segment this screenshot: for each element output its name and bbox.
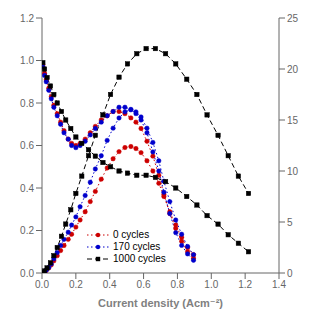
svg-text:0.6: 0.6	[20, 140, 34, 151]
svg-text:15: 15	[287, 115, 299, 126]
svg-text:20: 20	[287, 64, 299, 75]
html-text:170 cycles: 170 cycles	[113, 241, 161, 253]
svg-text:0.2: 0.2	[69, 279, 83, 290]
svg-text:0.8: 0.8	[170, 279, 184, 290]
svg-text:1.2: 1.2	[20, 13, 34, 24]
svg-text:0: 0	[287, 268, 293, 279]
svg-text:1.2: 1.2	[238, 279, 252, 290]
svg-text:0.6: 0.6	[137, 279, 151, 290]
svg-text:0.2: 0.2	[20, 225, 34, 236]
svg-text:1.0: 1.0	[204, 279, 218, 290]
svg-text:1.4: 1.4	[272, 279, 286, 290]
svg-text:0.0: 0.0	[35, 279, 49, 290]
html-text:1000 cycles: 1000 cycles	[113, 253, 166, 265]
svg-text:0.8: 0.8	[20, 98, 34, 109]
svg-text:5: 5	[287, 217, 293, 228]
svg-text:25: 25	[287, 13, 299, 24]
html-text:0 cycles: 0 cycles	[113, 229, 150, 241]
svg-text:Current density (Acm⁻²): Current density (Acm⁻²)	[98, 297, 223, 309]
svg-text:0.4: 0.4	[103, 279, 117, 290]
svg-text:1.0: 1.0	[20, 55, 34, 66]
svg-text:0.0: 0.0	[20, 268, 34, 279]
svg-text:10: 10	[287, 166, 299, 177]
svg-text:0.4: 0.4	[20, 183, 34, 194]
